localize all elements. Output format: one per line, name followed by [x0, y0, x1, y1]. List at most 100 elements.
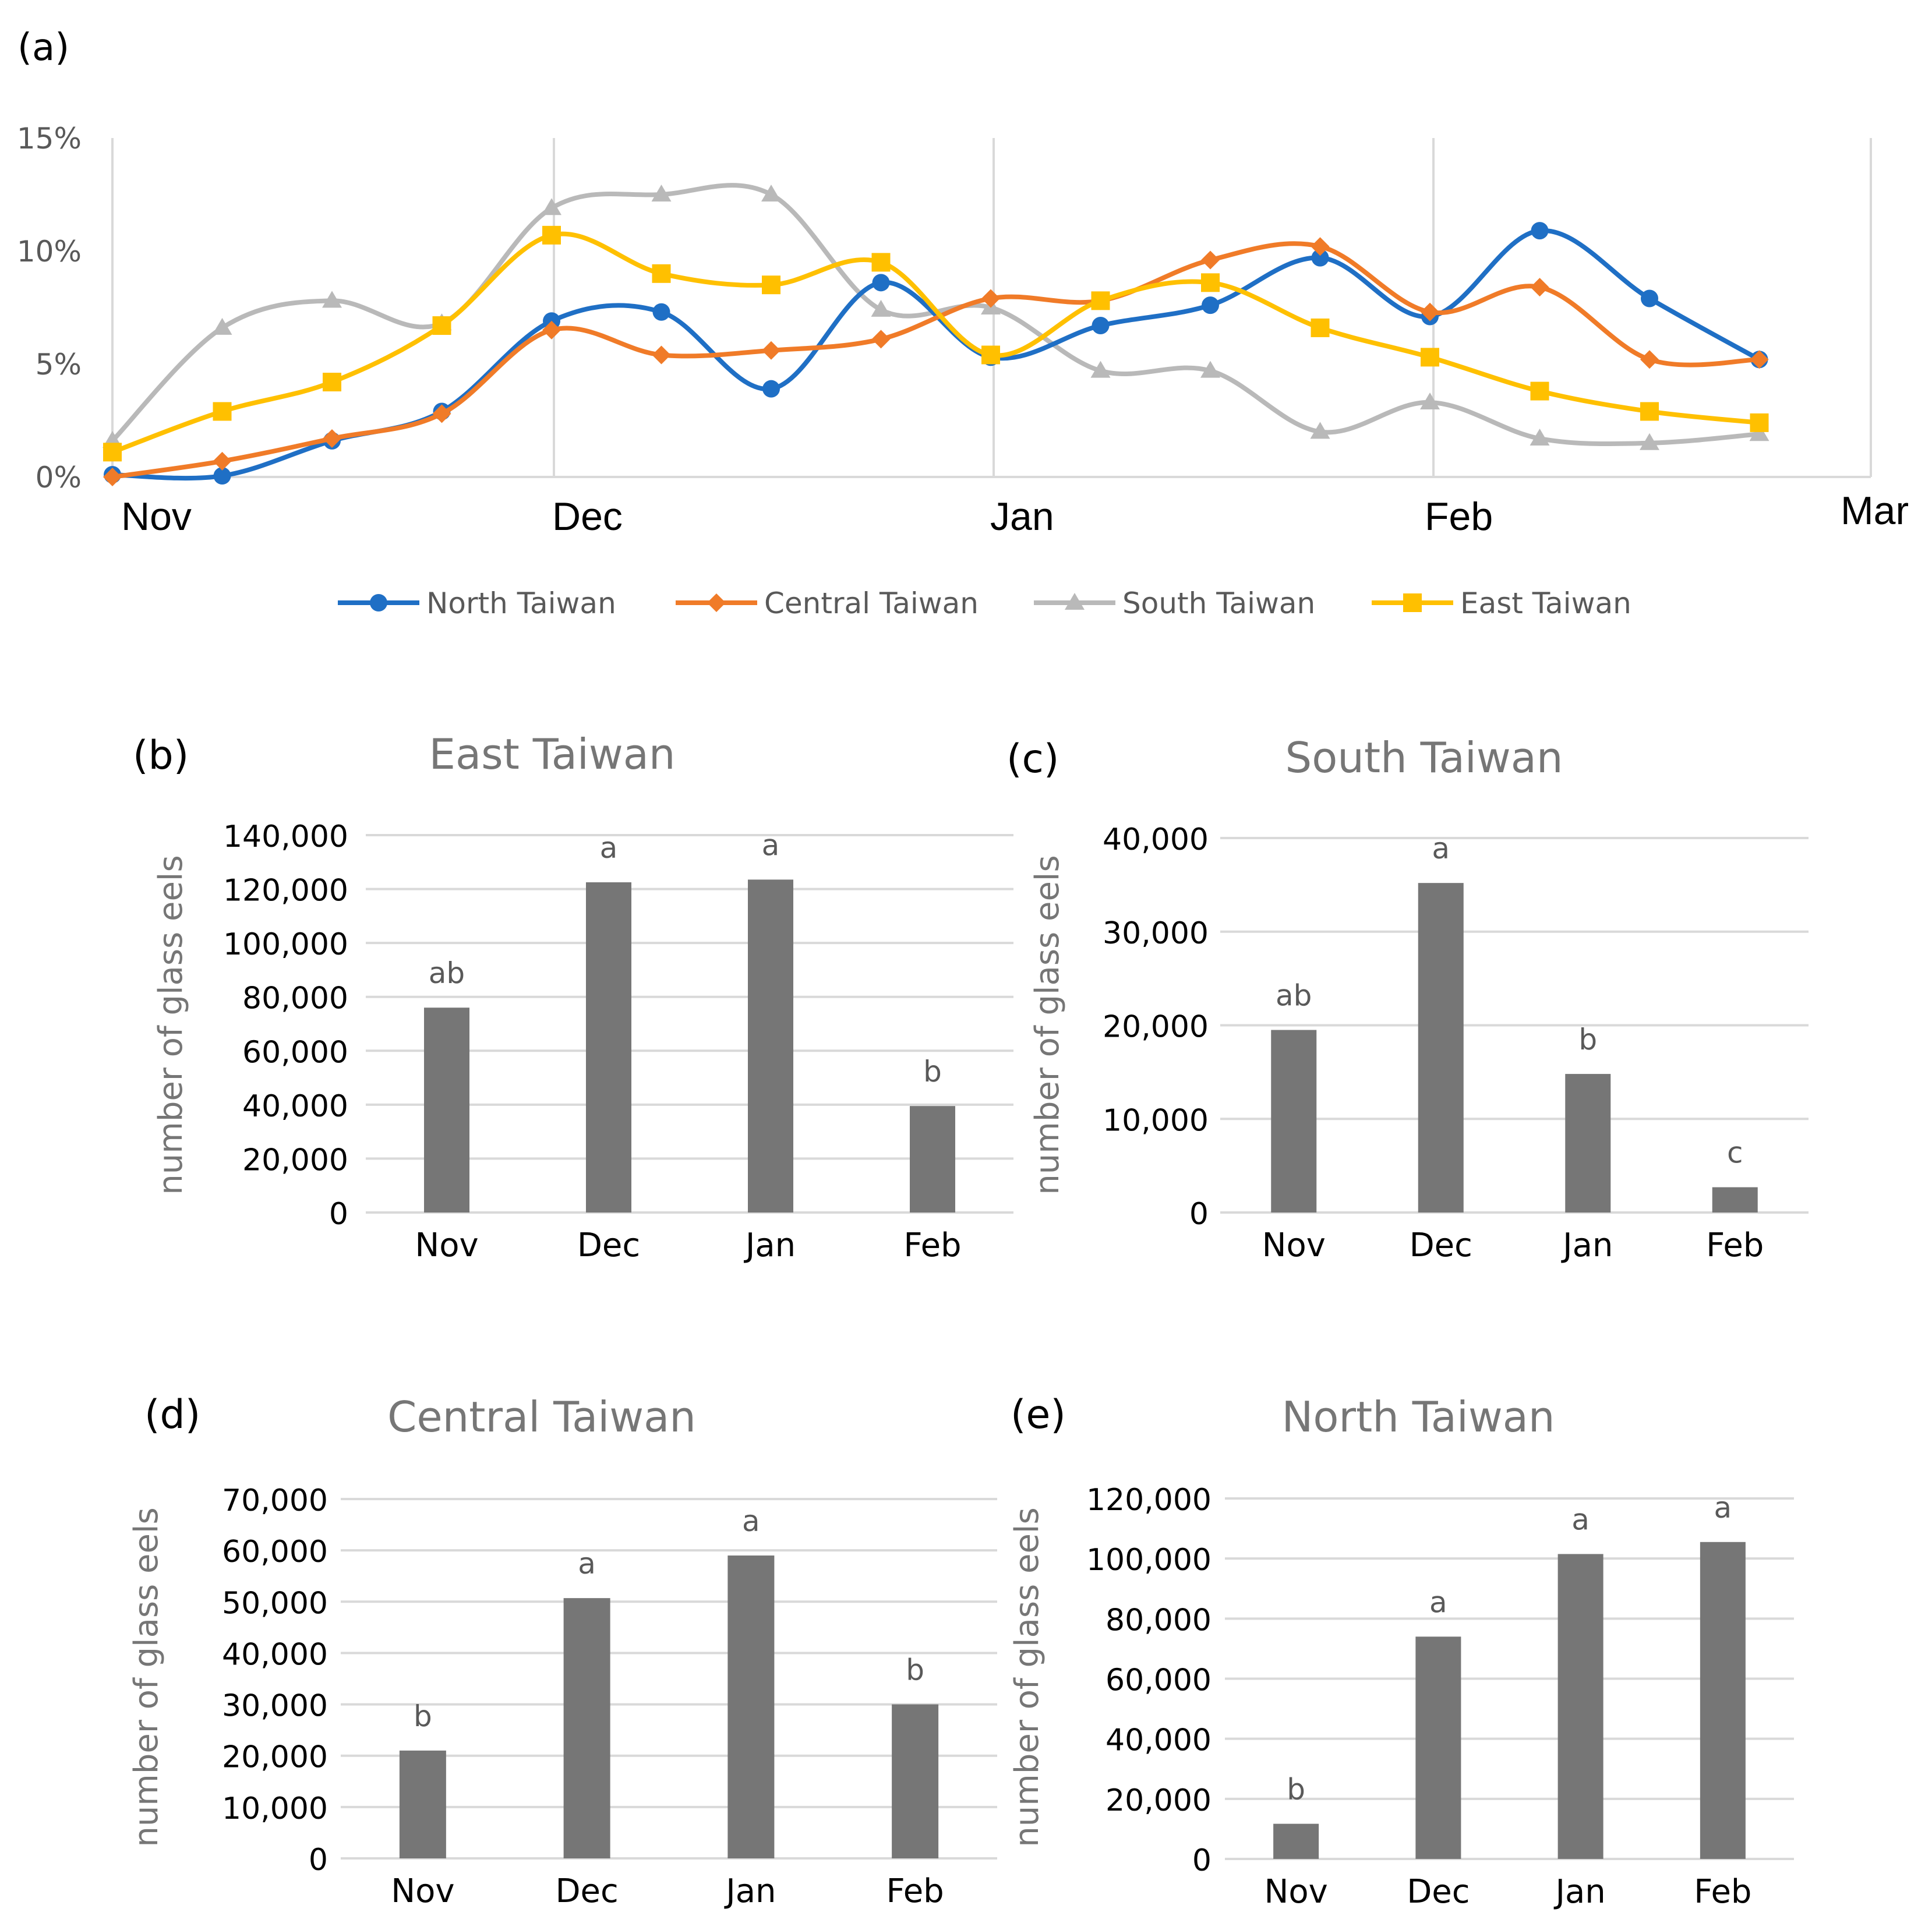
x-month-label: Dec	[552, 494, 623, 539]
point-east-taiwan	[1750, 413, 1769, 432]
significance-label: a	[762, 828, 780, 862]
point-central-taiwan	[542, 320, 561, 340]
point-north-taiwan	[762, 380, 780, 398]
x-category-label: Feb	[1706, 1226, 1764, 1264]
point-central-taiwan	[103, 468, 122, 486]
point-central-taiwan	[213, 451, 232, 471]
legend-item-central-taiwan: Central Taiwan	[676, 586, 979, 620]
point-north-taiwan	[872, 274, 890, 292]
point-central-taiwan	[1201, 250, 1220, 270]
legend-item-east-taiwan: East Taiwan	[1372, 586, 1631, 620]
point-south-taiwan	[542, 198, 561, 215]
x-category-label: Dec	[1407, 1873, 1470, 1911]
x-category-label: Jan	[1553, 1873, 1605, 1911]
chart-title: North Taiwan	[1281, 1392, 1555, 1441]
y-tick-label: 40,000	[1103, 822, 1209, 857]
x-category-label: Nov	[391, 1872, 454, 1910]
point-central-taiwan	[432, 404, 451, 423]
y-tick-label: 60,000	[242, 1035, 348, 1070]
chart-title: Central Taiwan	[387, 1392, 696, 1441]
legend-marker	[707, 593, 726, 612]
series-line-north-taiwan	[112, 228, 1761, 481]
legend-marker	[1065, 593, 1085, 610]
point-south-taiwan	[212, 317, 232, 335]
point-east-taiwan	[1091, 291, 1110, 310]
point-east-taiwan	[213, 402, 232, 421]
y-axis-label: number of glass eels	[1029, 855, 1066, 1194]
bar-feb	[1712, 1187, 1758, 1213]
x-month-label: Nov	[121, 494, 192, 539]
point-south-taiwan	[1640, 433, 1659, 450]
y-tick-label: 15%	[17, 122, 82, 155]
legend-label: South Taiwan	[1122, 586, 1315, 620]
panel-c-bar-chart: (c) South Taiwan 0 10,000 20,000 30,000 40,000…	[1006, 733, 1809, 1264]
bar-jan	[748, 879, 793, 1213]
y-tick-label: 0	[329, 1197, 348, 1232]
legend-label: Central Taiwan	[764, 586, 979, 620]
significance-label: ab	[1276, 979, 1312, 1013]
x-month-label: Mar	[1841, 489, 1909, 533]
x-category-label: Dec	[1410, 1226, 1472, 1264]
bar-feb	[892, 1704, 939, 1858]
panel-label: (d)	[144, 1392, 200, 1438]
bar-dec	[1415, 1636, 1461, 1859]
point-north-taiwan	[1641, 289, 1658, 307]
y-tick-label: 140,000	[223, 819, 348, 854]
y-tick-label: 0	[309, 1843, 328, 1878]
y-tick-label: 70,000	[222, 1483, 328, 1518]
panel-label-a: (a)	[17, 26, 69, 69]
significance-label: b	[414, 1699, 432, 1733]
y-tick-label: 80,000	[242, 981, 348, 1016]
point-east-taiwan	[323, 373, 341, 392]
bar-feb	[910, 1106, 955, 1213]
point-central-taiwan	[871, 330, 891, 349]
point-east-taiwan	[432, 316, 451, 335]
series-line-east-taiwan	[111, 231, 1760, 455]
significance-label: a	[1714, 1491, 1732, 1525]
point-central-taiwan	[1530, 278, 1549, 297]
point-south-taiwan	[651, 185, 672, 202]
x-category-label: Jan	[1561, 1226, 1613, 1264]
y-tick-label: 60,000	[1105, 1663, 1212, 1698]
point-north-taiwan	[213, 467, 231, 485]
y-tick-label: 120,000	[223, 874, 348, 909]
legend-marker	[370, 594, 387, 611]
chart-title: East Taiwan	[429, 730, 675, 779]
point-south-taiwan	[871, 299, 891, 317]
legend-label: East Taiwan	[1460, 586, 1631, 620]
y-axis-label: number of glass eels	[128, 1507, 165, 1847]
legend-marker	[1403, 593, 1422, 612]
significance-label: a	[578, 1547, 596, 1581]
panel-a-line-chart: (a) 0% 5% 10% 15% Nov Dec Jan Feb Mar North Taiwan…	[17, 26, 1909, 620]
legend-item-south-taiwan: South Taiwan	[1034, 586, 1315, 620]
point-east-taiwan	[981, 345, 1000, 365]
point-south-taiwan	[1749, 424, 1769, 441]
significance-label: ab	[429, 956, 465, 990]
panel-e-bar-chart: (e) North Taiwan 0 20,000 40,000 60,000 80,000…	[1008, 1392, 1794, 1911]
point-east-taiwan	[1421, 348, 1439, 367]
panel-label: (e)	[1011, 1392, 1066, 1438]
point-east-taiwan	[1640, 402, 1659, 421]
bar-feb	[1700, 1542, 1746, 1859]
point-central-taiwan	[1421, 302, 1439, 321]
significance-label: b	[923, 1055, 942, 1088]
y-tick-label: 30,000	[222, 1689, 328, 1724]
y-tick-label: 10,000	[222, 1791, 328, 1826]
x-category-label: Nov	[415, 1226, 478, 1264]
y-tick-label: 20,000	[1103, 1010, 1209, 1045]
significance-label: a	[600, 831, 618, 865]
point-south-taiwan	[1310, 422, 1330, 439]
bar-jan	[727, 1555, 775, 1858]
x-category-label: Jan	[724, 1872, 776, 1910]
bar-jan	[1565, 1074, 1611, 1213]
point-south-taiwan	[1420, 392, 1440, 409]
point-east-taiwan	[1530, 381, 1549, 401]
point-central-taiwan	[981, 289, 1000, 308]
y-tick-label: 0%	[36, 461, 82, 494]
x-category-label: Feb	[1694, 1873, 1751, 1911]
series-line-south-taiwan	[111, 183, 1760, 447]
y-tick-label: 20,000	[1105, 1783, 1212, 1818]
y-tick-label: 100,000	[1086, 1543, 1212, 1578]
significance-label: a	[1429, 1585, 1447, 1619]
series-south-taiwan	[103, 183, 1769, 450]
